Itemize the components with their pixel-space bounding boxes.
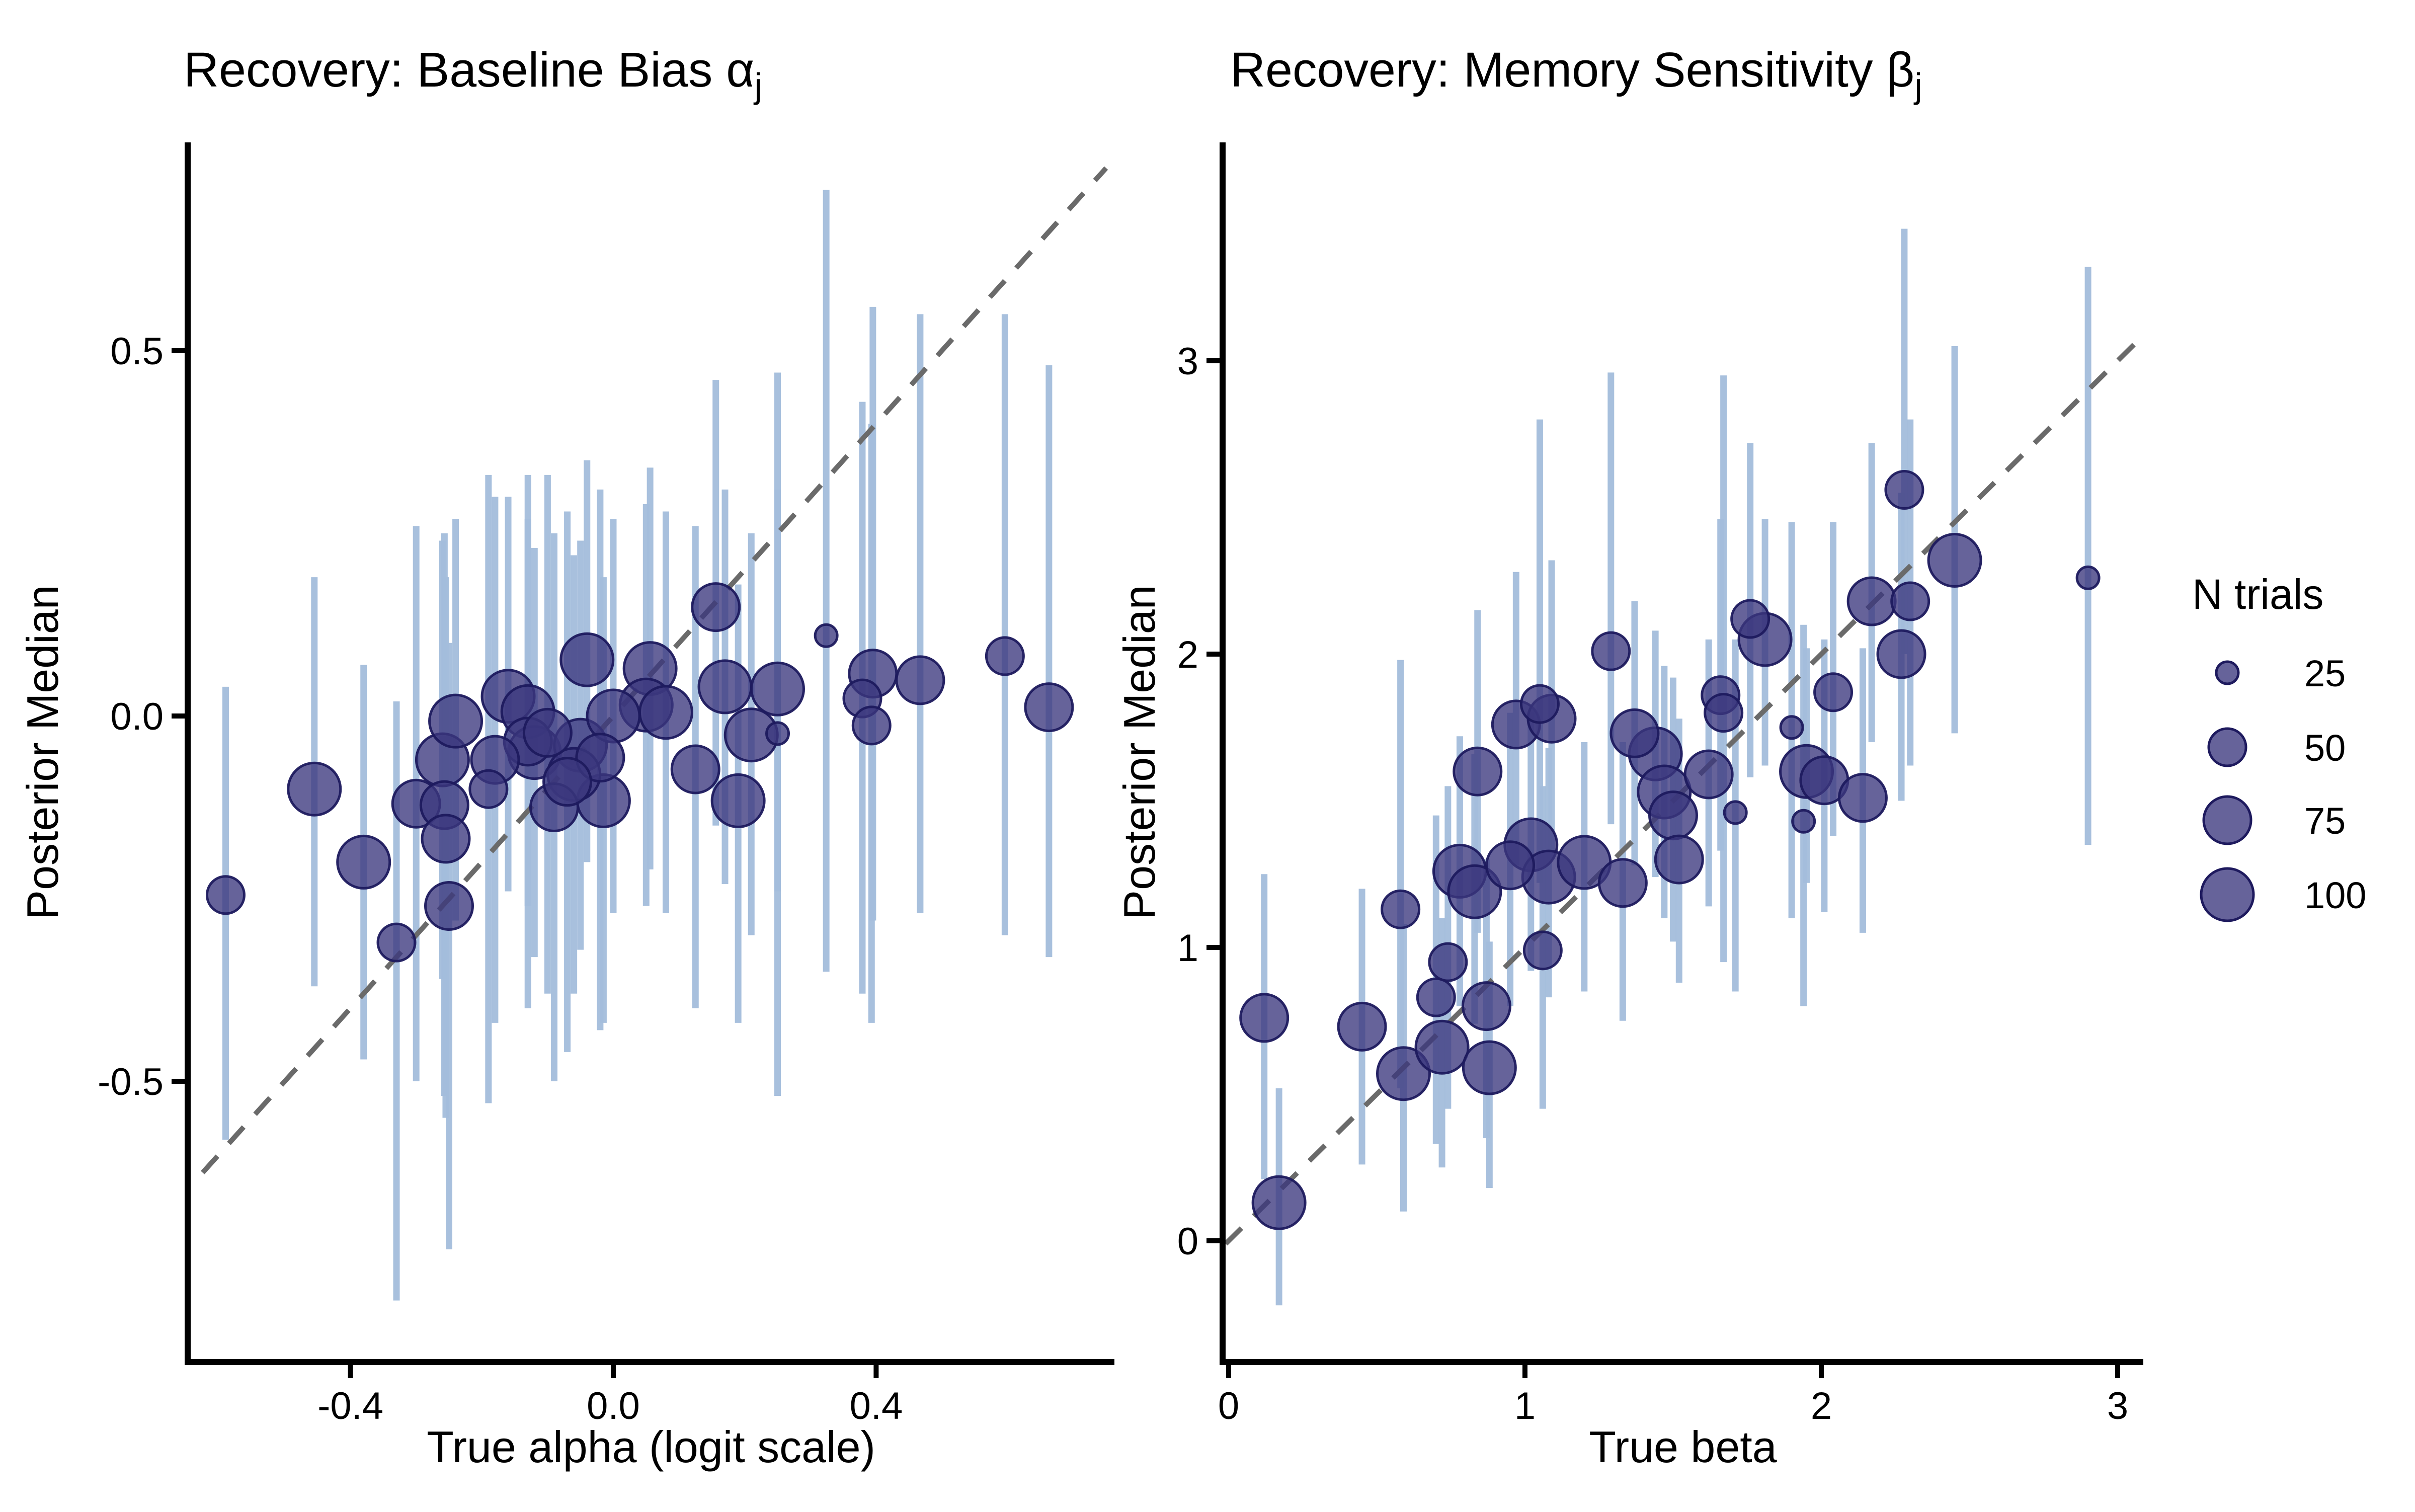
data-point	[1376, 1046, 1431, 1101]
data-point	[559, 632, 615, 687]
y-tick-label: 3	[1177, 340, 1198, 383]
data-point	[1522, 930, 1563, 971]
legend-key-bubble	[2200, 867, 2255, 922]
data-point	[376, 922, 417, 963]
data-point	[1337, 1001, 1387, 1052]
legend-title: N trials	[2192, 571, 2323, 618]
y-tick-label: 0	[1177, 1220, 1198, 1263]
x-tick-label: 0	[1218, 1385, 1239, 1427]
data-point	[1453, 746, 1503, 797]
data-point	[1876, 629, 1926, 679]
data-point	[814, 623, 839, 648]
data-point	[205, 875, 246, 915]
data-point	[1024, 682, 1074, 733]
data-point	[1723, 800, 1748, 825]
panel-title-alpha: Recovery: Baseline Bias αj	[184, 42, 762, 105]
data-point	[985, 636, 1025, 676]
data-point	[468, 769, 509, 809]
data-point	[1447, 864, 1502, 919]
data-point	[765, 721, 790, 746]
data-point	[638, 685, 693, 740]
legend-key-layer	[2200, 660, 2255, 922]
legend-key-bubble	[2215, 660, 2240, 685]
data-point	[1597, 858, 1648, 908]
data-point	[421, 814, 471, 864]
data-point	[670, 744, 720, 794]
data-point	[1519, 684, 1560, 724]
data-point	[895, 655, 945, 705]
data-point	[287, 761, 342, 817]
y-tick-label: -0.5	[98, 1061, 164, 1103]
data-point	[697, 659, 753, 714]
data-point	[1462, 1040, 1517, 1095]
panel-title-beta: Recovery: Memory Sensitivity βj	[1230, 42, 1922, 105]
y-axis-title-alpha: Posterior Median	[18, 585, 67, 919]
data-point	[1648, 790, 1698, 841]
data-point	[1654, 834, 1704, 885]
data-point	[1414, 1019, 1470, 1075]
legend-label-100: 100	[2304, 874, 2366, 916]
legend-key-bubble	[2202, 795, 2252, 845]
data-point	[1837, 773, 1888, 823]
data-point	[424, 881, 474, 931]
axis-layer-beta: 0 1 2 3 0 1 2 3	[1177, 142, 2143, 1427]
legend-key-bubble	[2207, 727, 2247, 767]
panel-alpha: -0.4 0.0 0.4 0.5 0.0 -0.5 Recovery: Baseline …	[18, 42, 1114, 1472]
legend-label-75: 75	[2304, 800, 2346, 842]
data-point	[542, 757, 593, 807]
errorbar-layer-alpha	[222, 190, 1053, 1301]
x-tick-label: -0.4	[317, 1385, 383, 1427]
y-tick-label: 1	[1177, 927, 1198, 970]
data-point	[1927, 532, 1982, 588]
data-point	[1813, 672, 1854, 712]
panel-beta: 0 1 2 3 0 1 2 3 Recovery: Memory Sensitivity βj…	[1114, 42, 2143, 1472]
data-point	[1730, 599, 1770, 639]
data-point	[1416, 977, 1456, 1017]
x-tick-label: 2	[1811, 1385, 1832, 1427]
x-tick-label: 3	[2107, 1385, 2128, 1427]
data-point	[1884, 470, 1924, 510]
data-point	[336, 834, 391, 890]
data-point	[1428, 942, 1468, 982]
data-point	[1461, 981, 1511, 1031]
point-layer-alpha	[205, 582, 1074, 963]
legend-label-50: 50	[2304, 727, 2346, 769]
data-point	[1779, 715, 1804, 740]
data-point	[1485, 840, 1536, 891]
y-tick-label: 0.5	[110, 330, 164, 373]
y-tick-label: 2	[1177, 633, 1198, 676]
data-point	[1381, 889, 1421, 929]
data-point	[1239, 993, 1290, 1043]
data-point	[691, 582, 741, 632]
legend-label-25: 25	[2304, 653, 2346, 694]
data-point	[522, 707, 573, 758]
x-tick-label: 0.4	[850, 1385, 903, 1427]
y-axis-title-beta: Posterior Median	[1114, 585, 1164, 919]
data-point	[710, 773, 766, 828]
data-point	[428, 693, 484, 749]
data-point	[1591, 631, 1631, 671]
data-point	[1683, 749, 1734, 800]
data-point	[1890, 581, 1930, 621]
data-point	[750, 661, 805, 717]
data-point	[1791, 809, 1816, 834]
point-layer-beta	[1239, 470, 2101, 1230]
x-tick-label: 1	[1514, 1385, 1536, 1427]
x-axis-title-alpha: True alpha (logit scale)	[427, 1422, 875, 1472]
x-tick-label: 0.0	[587, 1385, 640, 1427]
data-point	[1704, 693, 1744, 733]
y-tick-label: 0.0	[110, 695, 164, 738]
legend-n-trials: N trials 25 50 75 100	[2192, 571, 2366, 922]
data-point	[1609, 708, 1660, 758]
data-point	[851, 705, 892, 746]
data-point	[1251, 1175, 1307, 1230]
x-axis-title-beta: True beta	[1589, 1422, 1777, 1472]
data-point	[2075, 565, 2101, 590]
data-point	[1846, 576, 1897, 626]
axis-layer-alpha: -0.4 0.0 0.4 0.5 0.0 -0.5	[98, 142, 1114, 1427]
